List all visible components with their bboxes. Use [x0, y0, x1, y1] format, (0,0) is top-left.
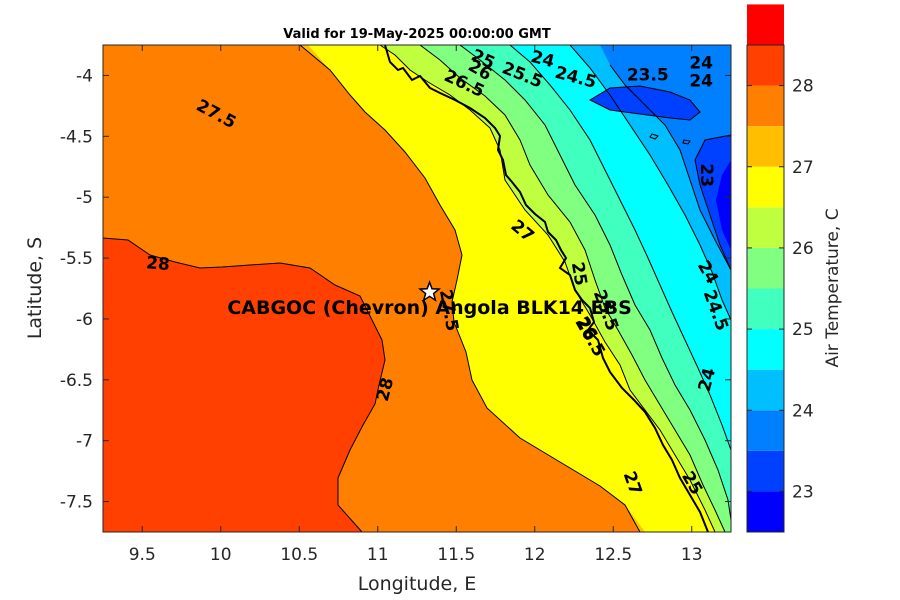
y-axis-title: Latitude, S: [24, 237, 46, 339]
colorbar-tick-label: 28: [792, 77, 814, 97]
contour-label: 24: [689, 72, 713, 92]
map-frame: [102, 44, 732, 533]
colorbar-tick-label: 26: [792, 239, 814, 259]
colorbar-swatch: [747, 166, 784, 208]
star-icon: [417, 280, 442, 302]
y-axis: -4 -4.5 -5 -5.5 -6 -6.5 -7 -7.5: [60, 66, 731, 513]
colorbar-tick-label: 25: [792, 320, 814, 340]
contour-label: 23.5: [627, 65, 669, 85]
field-band-23-5: [600, 45, 731, 270]
figure-title: Valid for 19-May-2025 00:00:00 GMT: [283, 27, 551, 42]
colorbar-swatch: [747, 207, 784, 248]
field-spot-23: [716, 160, 731, 250]
colorbar-swatch: [747, 85, 784, 127]
coastline: [384, 45, 709, 532]
colorbar-swatch: [747, 329, 784, 370]
y-tick-label: -7.5: [60, 493, 93, 513]
site-marker: [417, 280, 442, 302]
colorbar-swatch: [747, 4, 784, 45]
x-tick-label: 10.5: [280, 545, 318, 565]
y-tick-label: -6.5: [60, 371, 93, 391]
field-band-25: [450, 45, 731, 532]
colorbar-tick-label: 24: [792, 401, 814, 421]
y-tick-label: -6: [76, 310, 93, 330]
contour-label: 28: [145, 253, 170, 275]
colorbar-swatch: [747, 45, 784, 86]
colorbar-swatch: [747, 126, 784, 167]
site-label: CABGOC (Chevron) Angola BLK14 EBS: [227, 297, 631, 319]
colorbar-swatch: [747, 369, 784, 411]
field-band-28-red: [103, 238, 385, 532]
field-band-24-5: [500, 45, 731, 450]
y-tick-label: -5: [76, 188, 93, 208]
colorbar-ticks: 23 24 25 26 27 28: [747, 77, 814, 502]
colorbar-tick-label: 23: [792, 482, 814, 502]
colorbar-swatch: [747, 410, 784, 451]
colorbar-swatch: [747, 288, 784, 330]
colorbar-frame: [746, 44, 785, 533]
x-tick-label: 13: [681, 545, 703, 565]
field-band-23: [590, 86, 731, 270]
y-tick-label: -7: [76, 432, 93, 452]
contour-label: 25: [567, 260, 591, 287]
x-tick-label: 12.5: [594, 545, 632, 565]
colorbar-tick-label: 27: [792, 158, 814, 178]
x-axis: 9.5 10 10.5 11 11.5 12 12.5 13: [129, 45, 703, 565]
contour-lines: [103, 45, 731, 532]
x-tick-label: 11: [367, 545, 389, 565]
colorbar-swatch: [747, 247, 784, 289]
colorbar-swatch: [747, 491, 784, 532]
y-tick-label: -4: [76, 66, 93, 86]
x-tick-label: 11.5: [437, 545, 475, 565]
y-tick-label: -4.5: [60, 127, 93, 147]
x-tick-label: 10: [210, 545, 232, 565]
colorbar-swatch: [747, 450, 784, 492]
x-tick-label: 9.5: [129, 545, 156, 565]
colorbar-title: Air Temperature, C: [823, 208, 843, 367]
x-axis-title: Longitude, E: [358, 573, 477, 595]
contour-label: 23: [696, 163, 716, 187]
contour-label: 24: [689, 53, 713, 73]
x-tick-label: 12: [524, 545, 546, 565]
y-tick-label: -5.5: [60, 249, 93, 269]
colorbar: [747, 4, 784, 532]
field-band-26-5: [308, 45, 715, 532]
